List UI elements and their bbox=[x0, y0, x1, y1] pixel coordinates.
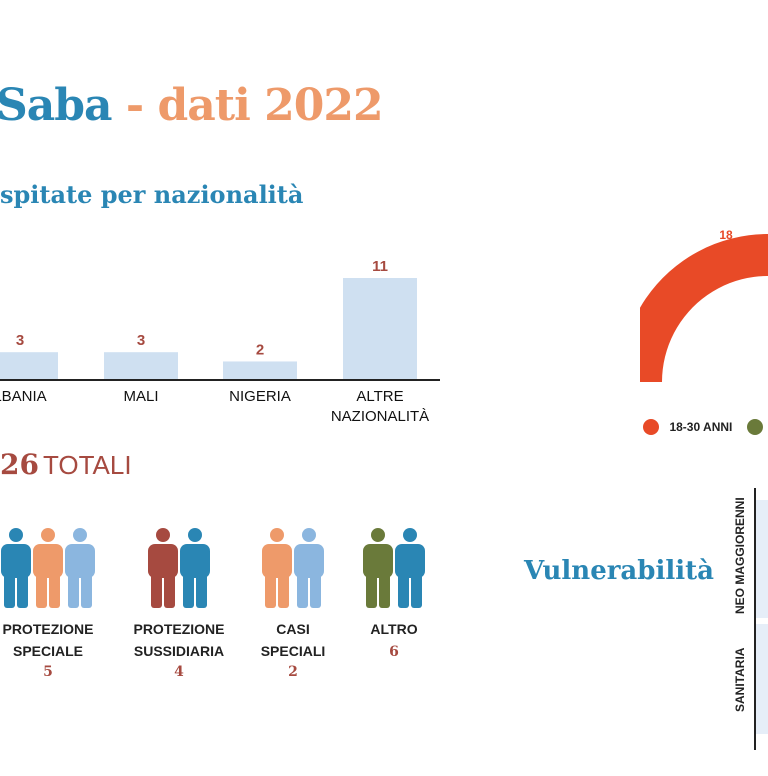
people-group-2: PROTEZIONE SUSSIDIARIA 4 bbox=[114, 520, 244, 680]
totals-line: 26 TOTALI bbox=[0, 448, 132, 481]
person-icon bbox=[294, 528, 324, 608]
people-group-count: 4 bbox=[174, 664, 184, 680]
section-subtitle-nazionalita: spitate per nazionalità bbox=[0, 180, 304, 209]
person-icon bbox=[65, 528, 95, 608]
people-group-label-line: SPECIALE bbox=[12, 643, 83, 659]
vulnerabilita-title: Vulnerabilità bbox=[524, 556, 714, 586]
age-donut-chart: 18 bbox=[640, 228, 768, 382]
person-icon bbox=[1, 528, 31, 608]
people-group-4: ALTRO 6 bbox=[329, 520, 459, 660]
category-label-3: NIGERIA bbox=[229, 388, 291, 405]
category-label-4-line2: NAZIONALITÀ bbox=[331, 408, 429, 425]
donut-value-label-18-30: 18 bbox=[719, 228, 733, 242]
people-group-label-line: SUSSIDIARIA bbox=[133, 643, 225, 659]
totals-label: TOTALI bbox=[42, 450, 132, 480]
bar-2 bbox=[104, 352, 178, 380]
people-group-count: 2 bbox=[288, 664, 298, 680]
bar-1 bbox=[0, 352, 58, 380]
title-separator: - bbox=[111, 80, 158, 131]
category-label-2: MALI bbox=[123, 388, 158, 405]
legend-label-18-30: 18-30 ANNI bbox=[669, 419, 733, 434]
people-icons bbox=[363, 528, 425, 608]
bar-value-label-4: 11 bbox=[372, 258, 388, 275]
people-group-1: PROTEZIONE SPECIALE 5 bbox=[0, 520, 113, 680]
donut-slice-18-30 bbox=[640, 234, 768, 382]
vuln-cell-sanitaria bbox=[756, 624, 768, 734]
bar-4 bbox=[343, 278, 417, 380]
people-group-label: PROTEZIONE SUSSIDIARIA bbox=[114, 618, 244, 662]
bar-value-label-3: 2 bbox=[256, 341, 264, 358]
vuln-row-label-sanitaria: SANITARIA bbox=[733, 647, 747, 712]
bar-value-label-2: 3 bbox=[137, 332, 145, 349]
people-group-count: 6 bbox=[389, 644, 399, 660]
title-part1: Saba bbox=[0, 80, 113, 131]
person-icon bbox=[33, 528, 63, 608]
vuln-table-axis bbox=[754, 488, 756, 750]
vuln-row-label-neo-maggiorenni: NEO MAGGIORENNI bbox=[733, 497, 747, 614]
totals-number: 26 bbox=[0, 448, 39, 481]
bar-3 bbox=[223, 361, 297, 380]
page-title: Saba - dati 2022 bbox=[0, 80, 384, 131]
bar-value-label-1: 3 bbox=[16, 332, 24, 349]
people-group-label-line: CASI bbox=[276, 621, 310, 637]
legend-swatch-other bbox=[746, 418, 763, 435]
people-group-label: CASI SPECIALI bbox=[228, 618, 358, 662]
people-icons bbox=[262, 528, 324, 608]
people-group-label: ALTRO bbox=[329, 618, 459, 640]
people-group-label-line: PROTEZIONE bbox=[133, 621, 225, 637]
people-group-3: CASI SPECIALI 2 bbox=[228, 520, 358, 680]
category-label-4: ALTRE bbox=[356, 388, 403, 405]
person-icon bbox=[262, 528, 292, 608]
title-part2: dati 2022 bbox=[157, 80, 383, 131]
person-icon bbox=[395, 528, 425, 608]
person-icon bbox=[180, 528, 210, 608]
person-icon bbox=[148, 528, 178, 608]
people-icons bbox=[148, 528, 210, 608]
age-legend: 18-30 ANNI bbox=[643, 418, 763, 436]
nationality-bar-chart: 3 LBANIA 3 MALI 2 NIGERIA 11 ALTRE NAZIONALITÀ bbox=[0, 258, 440, 425]
people-group-label-line: PROTEZIONE bbox=[2, 621, 94, 637]
vuln-cell-neo-maggiorenni bbox=[756, 500, 768, 618]
people-group-label: PROTEZIONE SPECIALE bbox=[0, 618, 113, 662]
people-group-label-line: ALTRO bbox=[370, 621, 418, 637]
people-group-count: 5 bbox=[43, 664, 53, 680]
legend-swatch-18-30 bbox=[643, 418, 659, 435]
person-icon bbox=[363, 528, 393, 608]
people-groups: PROTEZIONE SPECIALE 5 PROTEZIONE SUSSIDIARIA… bbox=[0, 520, 440, 690]
people-icons bbox=[1, 528, 95, 608]
category-label-1: LBANIA bbox=[0, 388, 47, 405]
people-group-label-line: SPECIALI bbox=[260, 643, 326, 659]
